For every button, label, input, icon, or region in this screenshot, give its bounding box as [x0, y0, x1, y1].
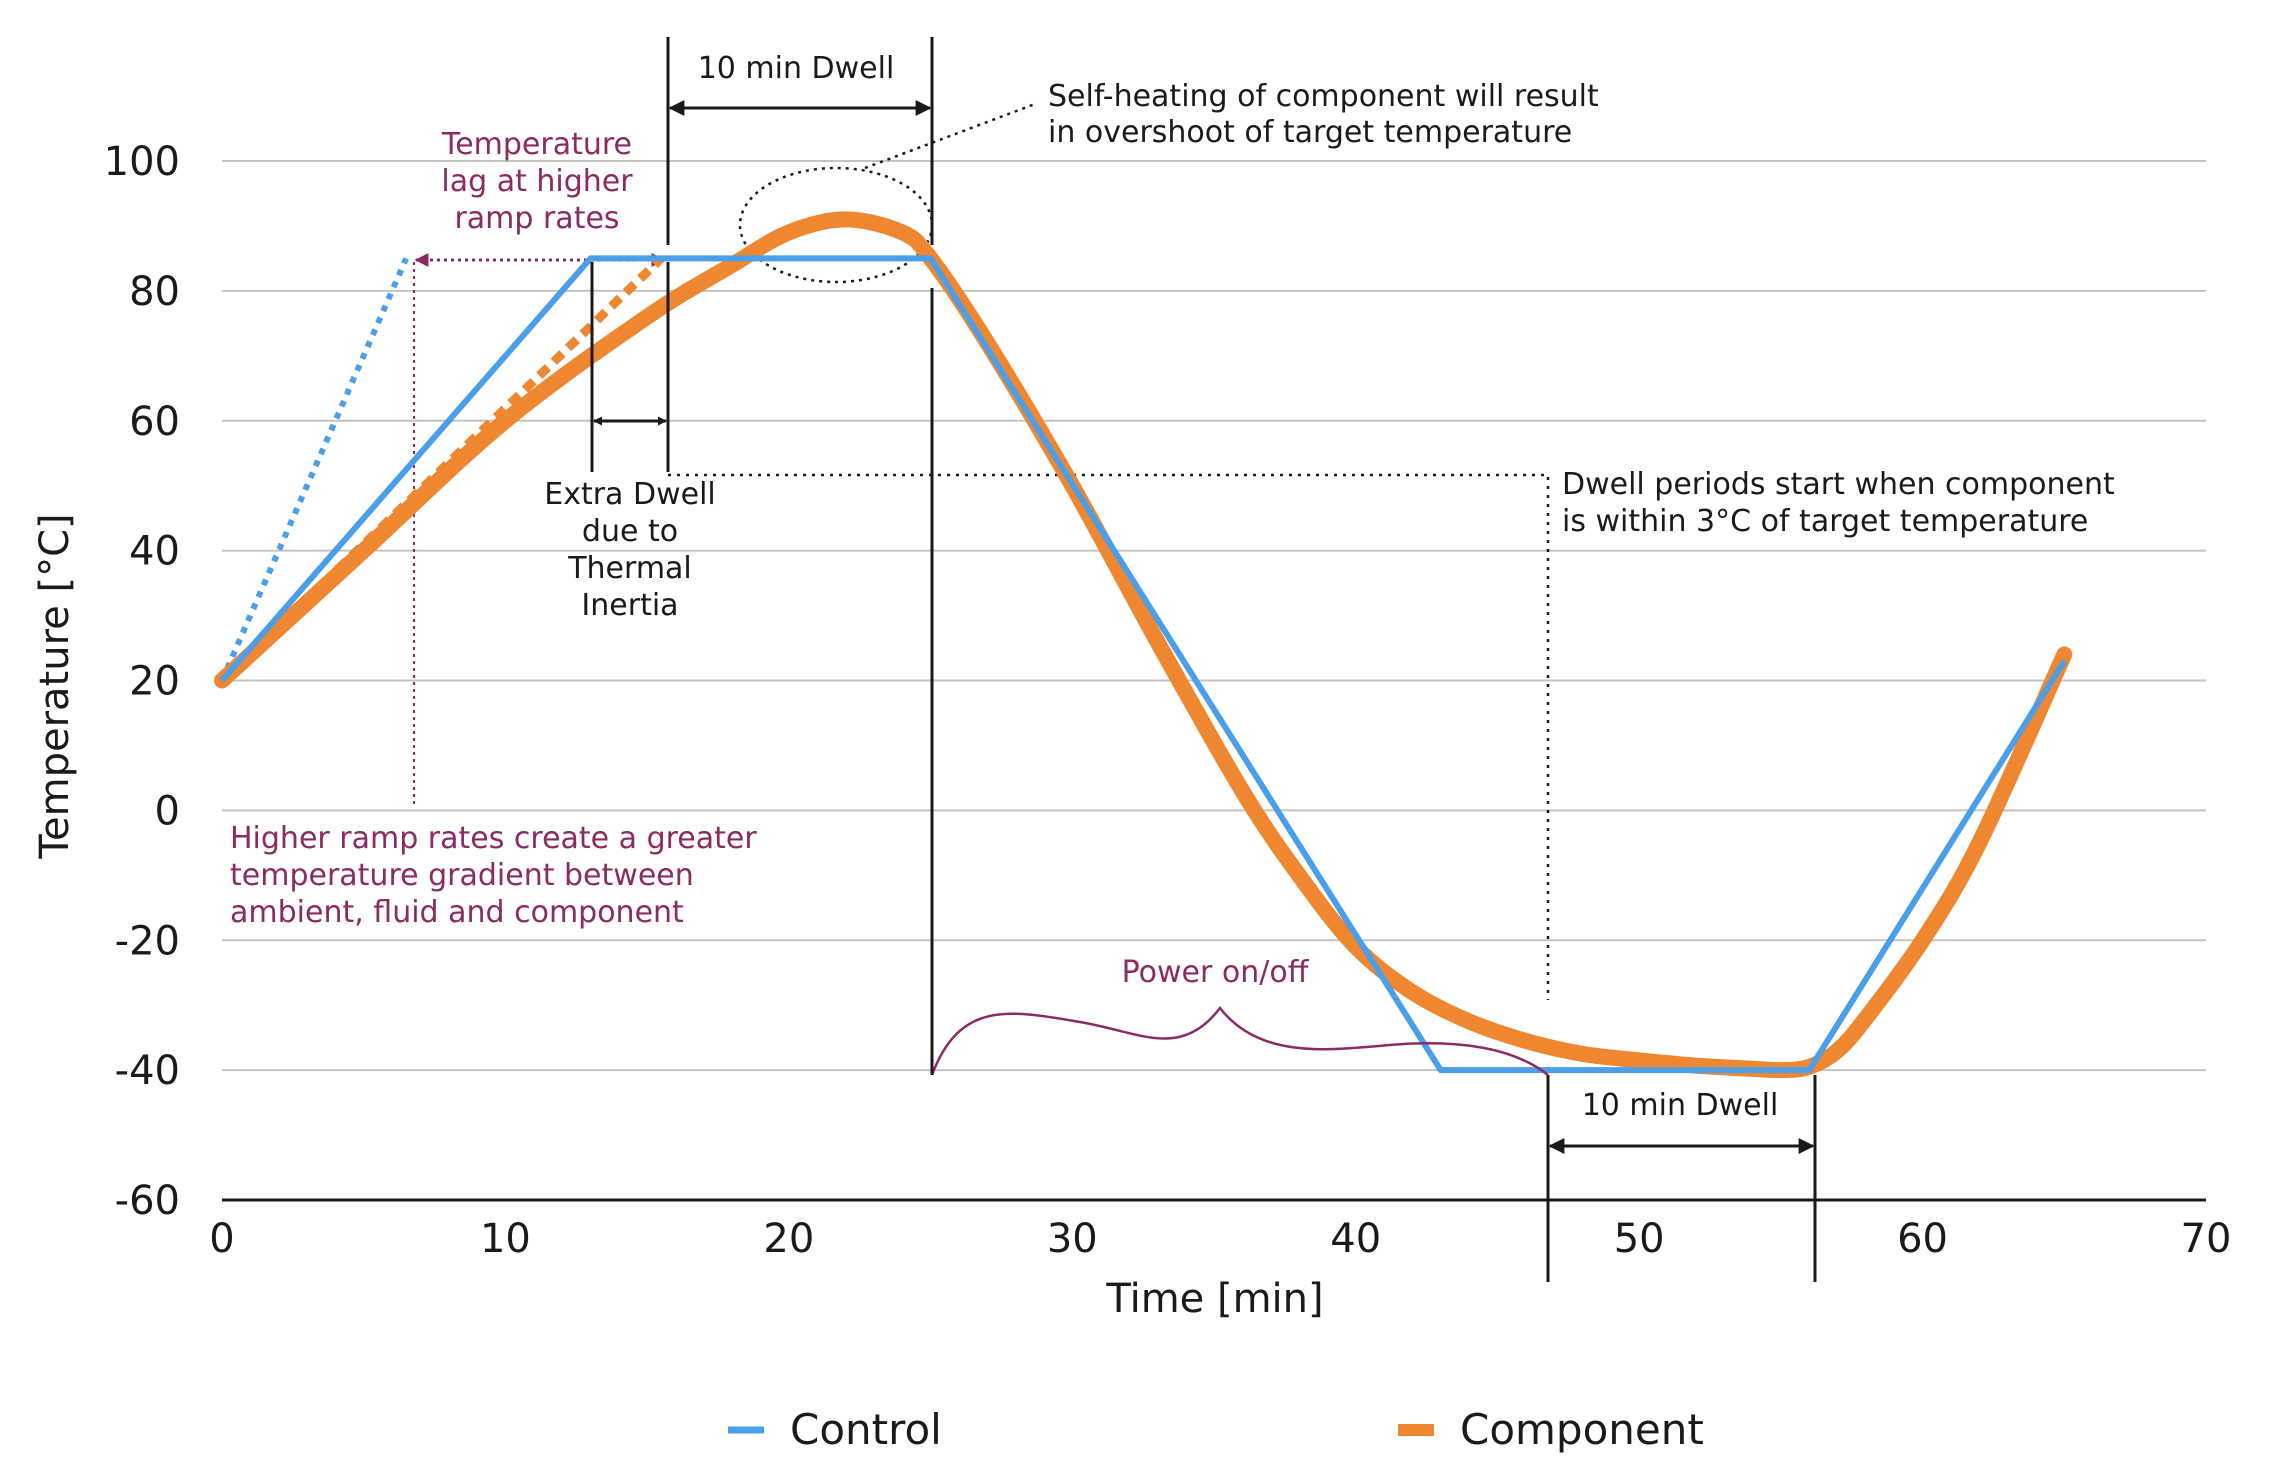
legend-control-label: Control — [790, 1405, 942, 1454]
lag-note-line3: ramp rates — [454, 201, 619, 236]
legend: Control Component — [728, 1405, 1704, 1454]
y-tick-label: 0 — [155, 788, 180, 834]
y-axis-title: Temperature [°C] — [32, 513, 78, 859]
gradient-note-line3: ambient, fluid and component — [230, 895, 684, 930]
self-heating-note-line1: Self-heating of component will result — [1048, 79, 1599, 114]
dwell-bottom-label: 10 min Dwell — [1582, 1088, 1779, 1123]
gradient-note-line2: temperature gradient between — [230, 858, 694, 893]
x-tick-label: 50 — [1614, 1216, 1665, 1262]
power-on-off-curve — [930, 1005, 1549, 1076]
y-tick-label: -20 — [115, 918, 180, 964]
legend-component-label: Component — [1460, 1405, 1704, 1454]
x-tick-label: 20 — [763, 1216, 814, 1262]
self-heating-leader — [864, 102, 1036, 170]
x-axis-title: Time [min] — [1105, 1276, 1323, 1322]
x-tick-labels: 0 10 20 30 40 50 60 70 — [209, 1216, 2231, 1262]
y-tick-label: -40 — [115, 1048, 180, 1094]
extra-dwell-note-line3: Thermal — [567, 551, 692, 586]
control-line — [219, 255, 2067, 1074]
x-tick-label: 60 — [1897, 1216, 1948, 1262]
x-tick-label: 30 — [1047, 1216, 1098, 1262]
extra-dwell-note-line2: due to — [582, 514, 678, 549]
y-tick-label: 80 — [129, 269, 180, 315]
dwell-start-note-line1: Dwell periods start when component — [1562, 467, 2115, 502]
y-tick-label: 20 — [129, 659, 180, 705]
self-heating-note-line2: in overshoot of target temperature — [1048, 115, 1572, 150]
y-tick-label: 40 — [129, 529, 180, 575]
y-tick-label: 100 — [104, 139, 180, 185]
lag-note-line2: lag at higher — [441, 164, 633, 199]
x-tick-label: 0 — [209, 1216, 234, 1262]
data-series — [214, 211, 2073, 1079]
extra-dwell-note-line4: Inertia — [581, 588, 678, 623]
control-fast-ramp-line — [219, 257, 409, 682]
extra-dwell-note-line1: Extra Dwell — [544, 477, 716, 512]
lag-note-line1: Temperature — [441, 127, 632, 162]
gradient-note-line1: Higher ramp rates create a greater — [230, 821, 757, 856]
x-tick-label: 70 — [2181, 1216, 2232, 1262]
x-tick-label: 10 — [480, 1216, 531, 1262]
y-tick-label: 60 — [129, 399, 180, 445]
y-tick-labels: 100 80 60 40 20 0 -20 -40 -60 — [104, 139, 180, 1224]
power-on-off-label: Power on/off — [1122, 955, 1310, 990]
component-line — [214, 211, 2073, 1079]
annotations: 10 min Dwell 10 min Dwell Self-heating o… — [230, 51, 2115, 1123]
dwell-markers — [590, 37, 1817, 1282]
dwell-top-label: 10 min Dwell — [698, 51, 895, 86]
dwell-start-note-line2: is within 3°C of target temperature — [1562, 504, 2088, 539]
gridlines — [222, 160, 2206, 1072]
y-tick-label: -60 — [115, 1178, 180, 1224]
x-tick-label: 40 — [1330, 1216, 1381, 1262]
